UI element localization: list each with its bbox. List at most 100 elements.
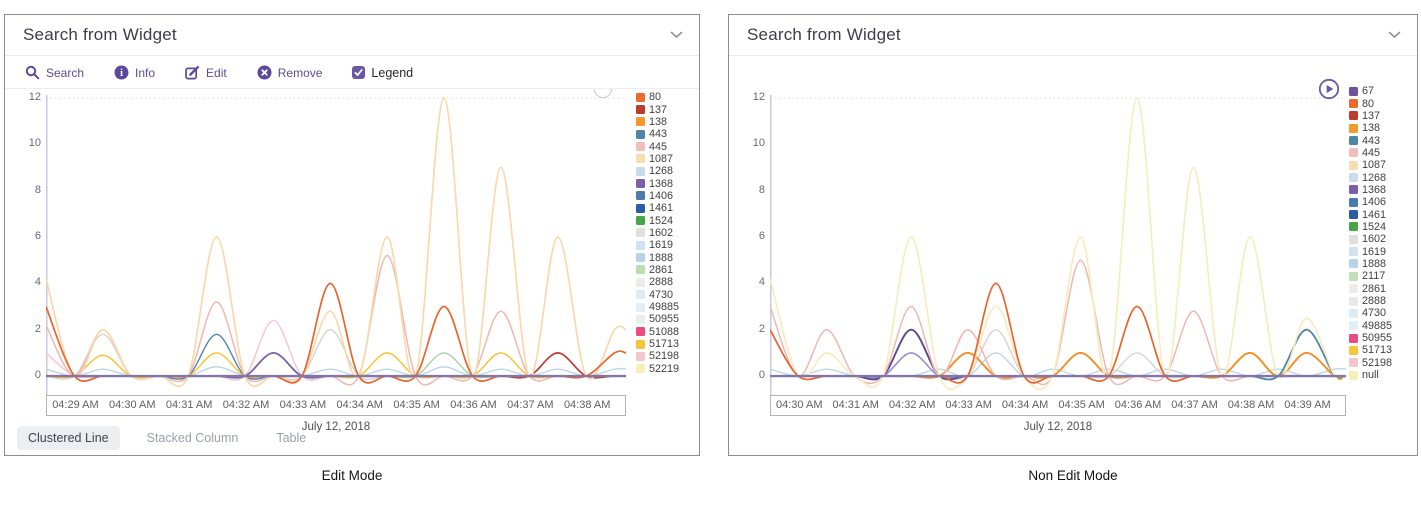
legend-item[interactable]: 2117 xyxy=(1349,270,1392,282)
legend-item[interactable]: 443 xyxy=(636,128,679,140)
legend-swatch xyxy=(1349,185,1358,195)
legend-item-label: 2861 xyxy=(649,263,674,276)
legend-item[interactable]: 2861 xyxy=(1349,283,1392,295)
info-button[interactable]: i Info xyxy=(114,65,155,80)
edit-icon xyxy=(185,65,200,80)
play-button[interactable] xyxy=(1318,78,1340,100)
legend-item[interactable]: 445 xyxy=(1349,147,1392,159)
x-axis-tick-label: 04:29 AM xyxy=(52,399,99,411)
legend-toggle[interactable]: Legend xyxy=(352,66,413,80)
legend-item[interactable]: 1524 xyxy=(636,214,679,227)
line-chart-plot xyxy=(770,95,1346,395)
legend-item[interactable]: 51088 xyxy=(636,326,679,338)
legend-swatch xyxy=(1349,358,1358,368)
legend-item[interactable]: 1888 xyxy=(636,251,679,264)
legend-swatch xyxy=(1349,271,1358,281)
legend-item-label: 445 xyxy=(649,140,668,153)
legend-checkbox-checked[interactable] xyxy=(352,66,366,79)
legend-item[interactable]: 137 xyxy=(1349,110,1392,122)
legend-item[interactable]: 1368 xyxy=(1349,184,1392,196)
widget-panel-non-edit-mode: Search from Widget 0 2 4 6 8 10 12 04:30 AM 04:3… xyxy=(728,14,1418,456)
legend-item[interactable]: 445 xyxy=(636,140,679,153)
legend-item[interactable]: 1368 xyxy=(636,177,679,190)
legend-swatch xyxy=(636,302,645,312)
legend-item[interactable]: 50955 xyxy=(1349,332,1392,344)
legend-swatch xyxy=(636,142,645,152)
legend-item[interactable]: 1619 xyxy=(1349,245,1392,258)
legend-item-label: 1268 xyxy=(1362,171,1387,184)
legend-swatch xyxy=(1349,86,1358,96)
y-axis-tick-label: 2 xyxy=(34,322,41,335)
legend-item[interactable]: 4730 xyxy=(1349,307,1392,319)
legend-item-label: 1619 xyxy=(649,239,674,252)
legend-item[interactable]: 1406 xyxy=(1349,196,1392,208)
legend-item-label: 50955 xyxy=(649,313,680,326)
legend-item[interactable]: 1461 xyxy=(1349,208,1392,221)
remove-button[interactable]: Remove xyxy=(257,65,322,80)
legend-item[interactable]: 1268 xyxy=(636,165,679,177)
legend-item[interactable]: 50955 xyxy=(636,313,679,325)
x-axis-scroll-box[interactable]: 04:29 AM 04:30 AM 04:31 AM 04:32 AM 04:33 AM… xyxy=(46,395,626,416)
legend-item-label: 1619 xyxy=(1362,245,1387,258)
x-axis-scroll-box[interactable]: 04:30 AM 04:31 AM 04:32 AM 04:33 AM 04:34 AM… xyxy=(770,395,1346,416)
legend-item[interactable]: 52198 xyxy=(1349,357,1392,369)
legend-item[interactable]: 52198 xyxy=(636,350,679,362)
legend-item-label: 1602 xyxy=(649,226,674,239)
tab-stacked-column[interactable]: Stacked Column xyxy=(146,431,239,445)
legend-item-label: 52198 xyxy=(649,350,680,363)
legend-item[interactable]: 137 xyxy=(636,103,679,116)
legend-item[interactable]: 1087 xyxy=(636,153,679,165)
edit-button[interactable]: Edit xyxy=(185,65,227,80)
tab-clustered-line[interactable]: Clustered Line xyxy=(17,426,120,450)
legend-item[interactable]: 80 xyxy=(1349,97,1392,110)
legend-item[interactable]: 49885 xyxy=(636,301,679,313)
legend-item[interactable]: 1602 xyxy=(1349,233,1392,245)
legend-item[interactable]: 1619 xyxy=(636,239,679,251)
tab-table[interactable]: Table xyxy=(276,431,307,445)
legend-swatch xyxy=(1349,222,1358,232)
legend-item[interactable]: 1524 xyxy=(1349,221,1392,233)
legend-item-label: 52198 xyxy=(1362,356,1393,369)
legend-item[interactable]: 52219 xyxy=(636,363,679,375)
x-axis-tick-label: 04:33 AM xyxy=(279,399,327,411)
series-line-1602 xyxy=(46,329,626,381)
legend-item[interactable]: 51713 xyxy=(1349,344,1392,356)
legend-item[interactable]: 1406 xyxy=(636,190,679,202)
chevron-down-icon[interactable] xyxy=(670,31,683,39)
legend-item[interactable]: 1268 xyxy=(1349,171,1392,184)
legend-swatch xyxy=(636,228,645,238)
search-icon xyxy=(25,65,40,80)
search-button[interactable]: Search xyxy=(25,65,84,80)
legend-item[interactable]: 1087 xyxy=(1349,159,1392,171)
legend-swatch xyxy=(1349,234,1358,244)
legend-item[interactable]: 2861 xyxy=(636,264,679,276)
info-icon: i xyxy=(114,65,129,80)
legend-item-label: 1888 xyxy=(1362,257,1387,270)
legend-item[interactable]: 443 xyxy=(1349,134,1392,147)
legend-item[interactable]: null xyxy=(1349,369,1392,381)
legend-item[interactable]: 1602 xyxy=(636,227,679,239)
legend-item[interactable]: 49885 xyxy=(1349,320,1392,332)
legend-item[interactable]: 1461 xyxy=(636,202,679,214)
y-axis-tick-label: 10 xyxy=(28,137,41,150)
legend-item[interactable]: 1888 xyxy=(1349,258,1392,270)
legend-swatch xyxy=(1349,370,1358,380)
legend-item[interactable]: 67 xyxy=(1349,85,1392,97)
legend-item[interactable]: 2888 xyxy=(1349,295,1392,307)
legend-item-label: 67 xyxy=(1362,85,1375,98)
legend-item[interactable]: 4730 xyxy=(636,289,679,301)
x-axis-tick-label: 04:38 AM xyxy=(1227,399,1275,411)
series-line-52198 xyxy=(46,319,626,381)
chevron-down-icon[interactable] xyxy=(1388,31,1401,39)
svg-text:i: i xyxy=(120,68,123,79)
legend-item[interactable]: 51713 xyxy=(636,338,679,350)
legend-item-label: 137 xyxy=(649,103,668,116)
legend-item-label: 51713 xyxy=(1362,344,1393,357)
legend-item[interactable]: 2888 xyxy=(636,276,679,288)
legend-item[interactable]: 138 xyxy=(636,116,679,128)
x-axis-tick-label: 04:32 AM xyxy=(888,399,936,411)
legend-swatch xyxy=(636,364,645,374)
legend-item[interactable]: 138 xyxy=(1349,122,1392,134)
legend-item[interactable]: 80 xyxy=(636,91,679,103)
